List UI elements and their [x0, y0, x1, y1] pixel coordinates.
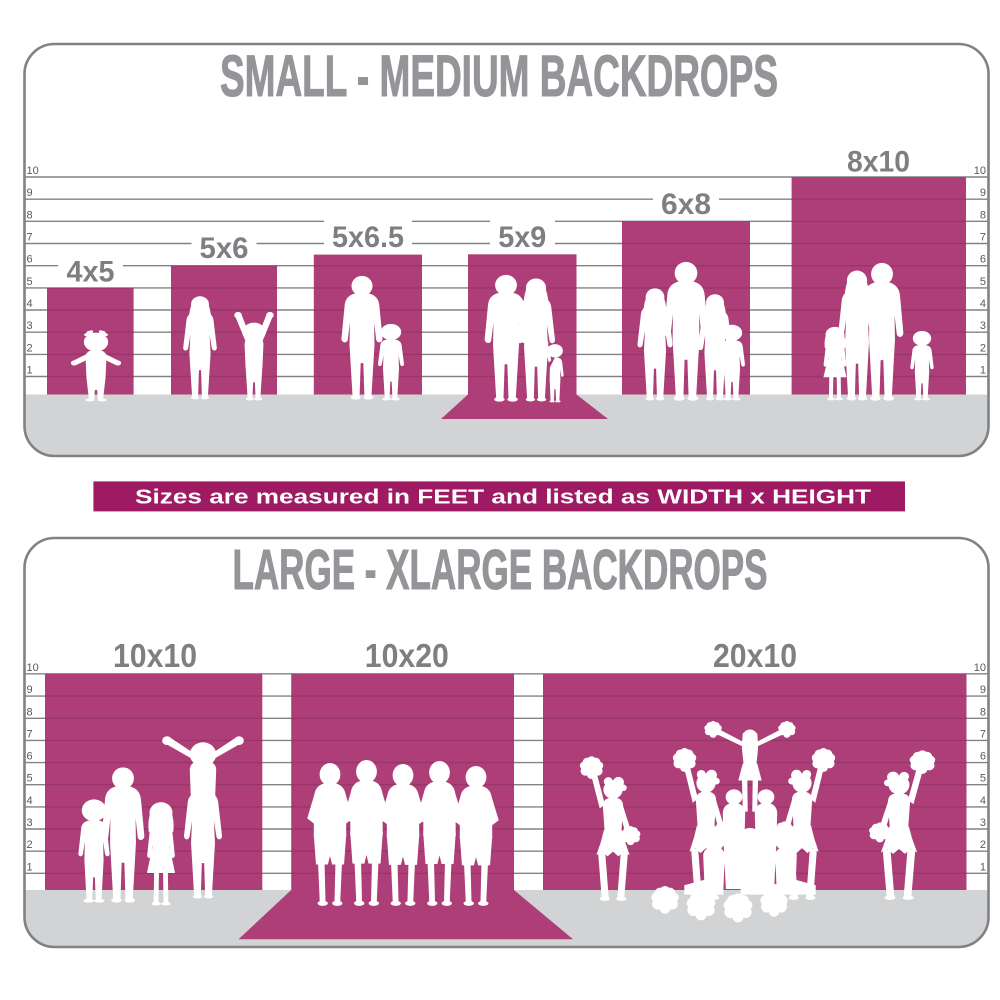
svg-text:20x10: 20x10 — [713, 638, 797, 675]
svg-text:2: 2 — [27, 839, 33, 851]
svg-text:5: 5 — [27, 773, 33, 785]
svg-text:4: 4 — [980, 795, 986, 807]
svg-text:6x8: 6x8 — [661, 188, 711, 221]
svg-text:1: 1 — [980, 861, 986, 873]
svg-text:3: 3 — [980, 817, 986, 829]
svg-text:2: 2 — [27, 342, 33, 354]
svg-text:1: 1 — [980, 365, 986, 377]
svg-text:4x5: 4x5 — [67, 255, 115, 288]
svg-text:8: 8 — [980, 706, 986, 718]
svg-text:5: 5 — [27, 276, 33, 288]
svg-text:10x20: 10x20 — [365, 638, 449, 675]
svg-text:SMALL - MEDIUM BACKDROPS: SMALL - MEDIUM BACKDROPS — [220, 44, 778, 109]
svg-text:9: 9 — [980, 187, 986, 199]
svg-text:10: 10 — [27, 165, 39, 177]
svg-text:9: 9 — [27, 684, 33, 696]
svg-text:5: 5 — [980, 773, 986, 785]
svg-text:10: 10 — [27, 662, 39, 674]
svg-text:9: 9 — [980, 684, 986, 696]
svg-text:2: 2 — [980, 342, 986, 354]
svg-text:4: 4 — [980, 298, 986, 310]
svg-text:2: 2 — [980, 839, 986, 851]
svg-text:1: 1 — [27, 365, 33, 377]
svg-text:10: 10 — [974, 165, 986, 177]
svg-text:6: 6 — [27, 751, 33, 763]
svg-text:5x9: 5x9 — [498, 221, 546, 254]
svg-text:6: 6 — [27, 254, 33, 266]
svg-text:7: 7 — [980, 728, 986, 740]
svg-text:8x10: 8x10 — [847, 146, 910, 179]
svg-text:7: 7 — [27, 728, 33, 740]
svg-text:5x6: 5x6 — [200, 232, 249, 265]
svg-text:LARGE - XLARGE BACKDROPS: LARGE - XLARGE BACKDROPS — [233, 538, 768, 602]
svg-text:7: 7 — [980, 232, 986, 244]
svg-text:4: 4 — [27, 298, 33, 310]
svg-text:9: 9 — [27, 187, 33, 199]
svg-text:3: 3 — [27, 320, 33, 332]
svg-text:6: 6 — [980, 751, 986, 763]
svg-text:1: 1 — [27, 861, 33, 873]
svg-text:5: 5 — [980, 276, 986, 288]
svg-text:4: 4 — [27, 795, 33, 807]
svg-text:7: 7 — [27, 232, 33, 244]
svg-text:10: 10 — [974, 662, 986, 674]
svg-text:3: 3 — [980, 320, 986, 332]
svg-text:6: 6 — [980, 254, 986, 266]
svg-text:8: 8 — [980, 209, 986, 221]
svg-text:Sizes are measured in FEET and: Sizes are measured in FEET and listed as… — [135, 486, 872, 509]
svg-text:8: 8 — [27, 209, 33, 221]
svg-text:3: 3 — [27, 817, 33, 829]
svg-text:8: 8 — [27, 706, 33, 718]
svg-text:5x6.5: 5x6.5 — [332, 221, 404, 254]
svg-text:10x10: 10x10 — [113, 638, 197, 675]
